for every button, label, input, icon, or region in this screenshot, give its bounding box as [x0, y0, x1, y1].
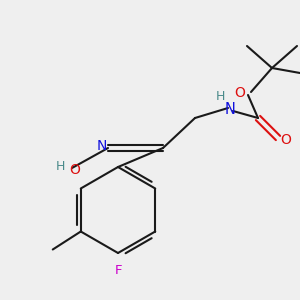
Text: O: O: [70, 163, 80, 177]
Text: O: O: [280, 133, 291, 147]
Text: O: O: [235, 86, 245, 100]
Text: F: F: [114, 265, 122, 278]
Text: H: H: [55, 160, 65, 172]
Text: N: N: [225, 103, 236, 118]
Text: H: H: [215, 89, 225, 103]
Text: N: N: [97, 139, 107, 153]
